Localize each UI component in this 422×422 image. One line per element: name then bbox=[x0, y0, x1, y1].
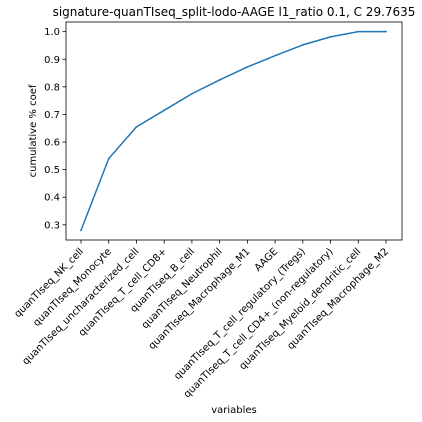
y-tick-label: 0.4 bbox=[44, 193, 60, 204]
y-axis: 0.3 0.4 0.5 0.6 0.7 0.8 0.9 1.0 bbox=[44, 27, 66, 231]
x-tick-label: quanTIseq_uncharacterized_cell bbox=[21, 246, 142, 367]
series-layer bbox=[80, 30, 387, 232]
data-point bbox=[246, 66, 249, 68]
x-axis: quanTIseq_NK_cellquanTIseq_MonocytequanT… bbox=[12, 240, 391, 400]
data-point bbox=[107, 157, 110, 160]
y-tick-label: 0.7 bbox=[44, 110, 60, 121]
data-point bbox=[274, 54, 276, 57]
x-tick-label: quanTIseq_Macrophage_M2 bbox=[285, 246, 391, 352]
data-point bbox=[385, 30, 387, 33]
plot-area bbox=[65, 21, 403, 241]
y-tick-label: 0.9 bbox=[44, 55, 60, 66]
y-tick-label: 0.5 bbox=[44, 165, 60, 176]
data-point bbox=[163, 109, 166, 112]
data-point bbox=[301, 44, 304, 46]
data-point bbox=[80, 229, 82, 232]
y-axis-title: cumulative % coef bbox=[28, 84, 39, 177]
x-axis-title: variables bbox=[211, 405, 257, 416]
data-point bbox=[329, 36, 332, 38]
x-tick-label: quanTIseq_Macrophage_M1 bbox=[147, 246, 253, 352]
chart-title: signature-quanTIseq_split-lodo-AAGE l1_r… bbox=[53, 5, 416, 19]
y-tick-label: 1.0 bbox=[44, 27, 60, 38]
y-tick-label: 0.3 bbox=[44, 220, 60, 231]
series-line bbox=[80, 30, 386, 231]
data-point bbox=[191, 92, 193, 95]
data-point bbox=[218, 79, 221, 81]
y-tick-label: 0.8 bbox=[44, 82, 60, 93]
y-tick-label: 0.6 bbox=[44, 138, 60, 149]
data-point bbox=[357, 30, 360, 33]
data-point bbox=[135, 125, 138, 128]
